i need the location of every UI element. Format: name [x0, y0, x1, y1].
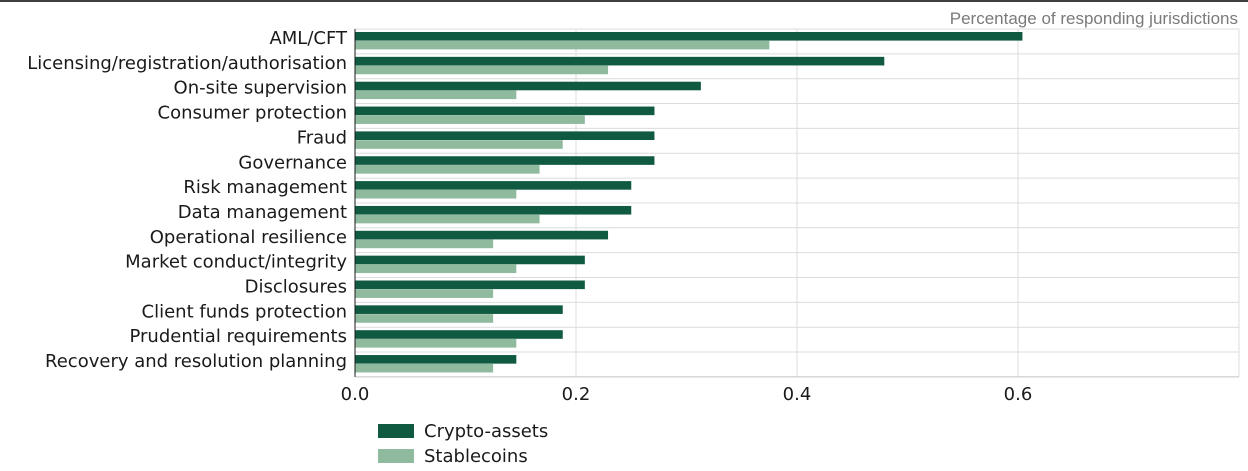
plot-area: AML/CFT Licensing/registration/authorisat…	[27, 28, 1239, 467]
category-label: Data management	[178, 202, 347, 223]
bar-crypto-assets	[355, 32, 1022, 41]
category-label: Fraud	[297, 127, 347, 148]
category-label: Recovery and resolution planning	[45, 351, 347, 372]
bar-stablecoins	[355, 140, 563, 149]
category-label: Client funds protection	[142, 301, 347, 322]
bar-stablecoins	[355, 115, 585, 124]
legend-label: Stablecoins	[424, 446, 528, 467]
bar-stablecoins	[355, 289, 493, 298]
category-label: Disclosures	[245, 277, 347, 298]
bar-crypto-assets	[355, 156, 654, 165]
category-label: Governance	[238, 152, 347, 173]
category-label: Operational resilience	[150, 227, 347, 248]
bar-stablecoins	[355, 41, 769, 50]
bar-stablecoins	[355, 339, 516, 348]
bar-stablecoins	[355, 215, 540, 224]
x-tick-label: 0.0	[341, 384, 370, 405]
category-label: Market conduct/integrity	[125, 252, 347, 273]
bar-stablecoins	[355, 165, 540, 174]
category-label: On-site supervision	[174, 78, 347, 99]
bar-stablecoins	[355, 66, 608, 75]
legend-swatch	[378, 424, 414, 438]
bar-crypto-assets	[355, 330, 563, 339]
category-label: AML/CFT	[269, 28, 348, 49]
bar-crypto-assets	[355, 305, 563, 314]
bar-crypto-assets	[355, 206, 631, 215]
legend-swatch	[378, 449, 414, 463]
bar-crypto-assets	[355, 181, 631, 190]
bar-stablecoins	[355, 190, 516, 199]
chart-note: Percentage of responding jurisdictions	[950, 9, 1238, 28]
bar-crypto-assets	[355, 231, 608, 240]
bar-stablecoins	[355, 364, 493, 373]
x-tick-label: 0.6	[1004, 384, 1033, 405]
category-label: Prudential requirements	[129, 326, 347, 347]
bar-crypto-assets	[355, 107, 654, 116]
bar-crypto-assets	[355, 131, 654, 140]
bar-crypto-assets	[355, 57, 884, 66]
category-label: Consumer protection	[158, 103, 347, 124]
bar-crypto-assets	[355, 82, 701, 91]
category-label: Risk management	[183, 177, 347, 198]
bar-stablecoins	[355, 240, 493, 249]
legend-label: Crypto-assets	[424, 421, 548, 442]
bar-stablecoins	[355, 314, 493, 323]
bar-crypto-assets	[355, 256, 585, 265]
x-tick-label: 0.2	[562, 384, 591, 405]
bar-crypto-assets	[355, 281, 585, 290]
category-label: Licensing/registration/authorisation	[27, 53, 347, 74]
x-tick-label: 0.4	[783, 384, 812, 405]
bar-crypto-assets	[355, 355, 516, 364]
bar-stablecoins	[355, 264, 516, 273]
legend: Crypto-assets Stablecoins	[378, 421, 548, 467]
bar-stablecoins	[355, 91, 516, 100]
